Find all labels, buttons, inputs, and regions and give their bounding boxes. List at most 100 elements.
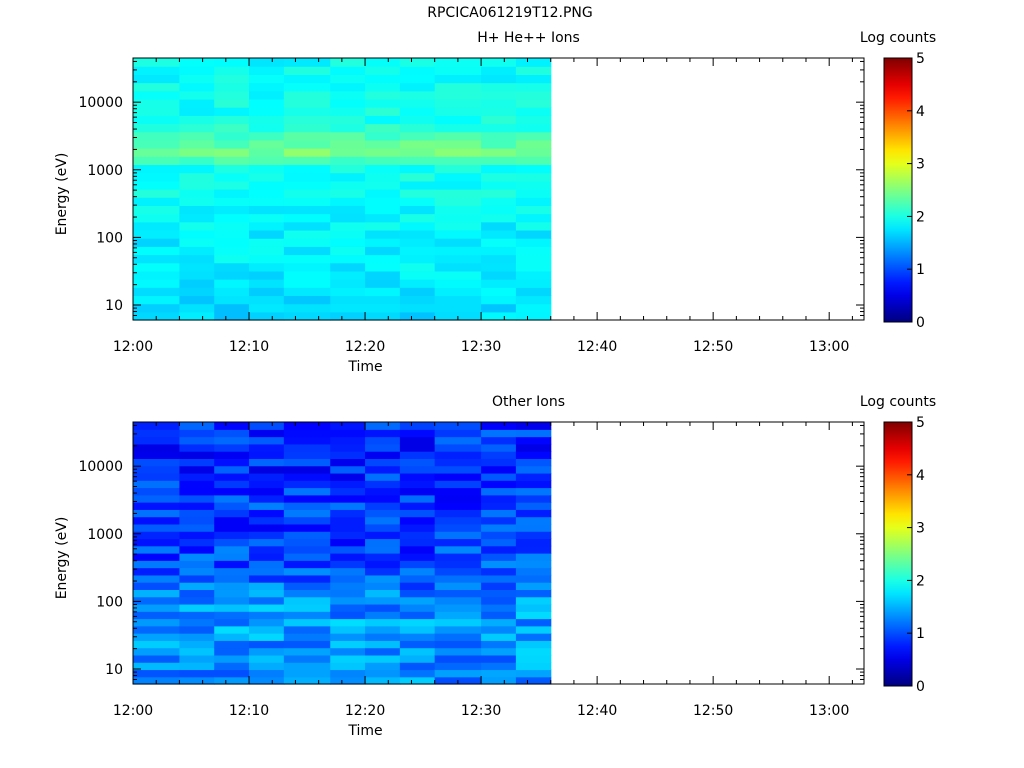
heatmap-cell: [214, 279, 250, 288]
heatmap-cell: [214, 625, 250, 634]
heatmap-cell: [330, 189, 366, 198]
heatmap-cell: [283, 516, 331, 525]
heatmap-cell: [283, 603, 331, 612]
heatmap-cell: [214, 553, 250, 561]
heatmap-cell: [133, 429, 181, 438]
heatmap-cell: [214, 582, 250, 590]
colorbar-tick-label: 5: [916, 51, 925, 67]
heatmap-cell: [481, 295, 517, 305]
heatmap-cell: [330, 98, 366, 108]
heatmap-cell: [214, 538, 250, 547]
heatmap-cell: [249, 465, 285, 474]
heatmap-cell: [179, 82, 215, 92]
heatmap-cell: [249, 596, 285, 605]
heatmap-cell: [434, 603, 482, 612]
heatmap-cell: [515, 246, 552, 256]
heatmap-cell: [179, 180, 215, 190]
heatmap-cell: [481, 148, 517, 157]
heatmap-cell: [179, 229, 215, 239]
heatmap-cell: [179, 603, 215, 612]
heatmap-cell: [283, 538, 331, 547]
heatmap-cell: [283, 262, 331, 272]
heatmap-cell: [515, 589, 552, 598]
colorbar-label: Log counts: [860, 394, 936, 410]
heatmap-cell: [434, 538, 482, 547]
heatmap-cell: [133, 254, 181, 264]
colorbar-tick-label: 0: [916, 679, 925, 695]
heatmap-cell: [330, 465, 366, 474]
heatmap-cell: [249, 603, 285, 612]
heatmap-cell: [214, 422, 250, 430]
heatmap-cell: [365, 82, 401, 92]
heatmap-cell: [365, 246, 401, 256]
x-tick-label: 12:30: [461, 703, 501, 719]
heatmap-cell: [283, 82, 331, 92]
heatmap-cell: [179, 262, 215, 272]
heatmap-cell: [330, 436, 366, 445]
heatmap-cell: [179, 270, 215, 280]
heatmap-cell: [515, 205, 552, 215]
heatmap-cell: [365, 574, 401, 583]
heatmap-cell: [179, 451, 215, 459]
heatmap-cell: [399, 303, 436, 313]
heatmap-cell: [434, 443, 482, 452]
heatmap-cell: [249, 487, 285, 496]
heatmap-cell: [249, 633, 285, 641]
heatmap-cell: [133, 560, 181, 569]
heatmap-cell: [249, 589, 285, 598]
heatmap-cell: [179, 422, 215, 430]
heatmap-cell: [515, 229, 552, 239]
heatmap-cell: [399, 633, 436, 641]
heatmap-cell: [481, 156, 517, 166]
heatmap-cell: [214, 647, 250, 656]
heatmap-cell: [214, 436, 250, 445]
heatmap-cell: [481, 90, 517, 100]
heatmap-cell: [179, 560, 215, 569]
heatmap-cell: [399, 262, 436, 272]
heatmap-cell: [365, 553, 401, 561]
heatmap-cell: [133, 82, 181, 92]
heatmap-cell: [133, 567, 181, 576]
heatmap-cell: [365, 429, 401, 438]
heatmap-cell: [434, 262, 482, 272]
heatmap-cell: [330, 654, 366, 663]
heatmap-cell: [365, 295, 401, 305]
heatmap-cell: [179, 640, 215, 649]
heatmap-cell: [481, 523, 517, 532]
heatmap-cell: [133, 123, 181, 133]
heatmap-cell: [179, 287, 215, 297]
colorbar-tick-label: 3: [916, 521, 925, 537]
heatmap-cell: [283, 180, 331, 190]
heatmap-cell: [214, 494, 250, 503]
heatmap-cell: [434, 115, 482, 125]
heatmap-cell: [283, 311, 331, 321]
heatmap-cells: [133, 422, 552, 685]
heatmap-cell: [330, 531, 366, 540]
heatmap-cell: [515, 139, 552, 149]
heatmap-cell: [515, 213, 552, 223]
heatmap-cell: [365, 270, 401, 280]
heatmap-cell: [179, 436, 215, 445]
heatmap-cell: [249, 148, 285, 157]
heatmap-cell: [330, 611, 366, 620]
colorbar: [883, 57, 913, 323]
heatmap-cell: [481, 189, 517, 198]
heatmap-cell: [434, 139, 482, 149]
heatmap-cell: [214, 262, 250, 272]
heatmap-cell: [249, 458, 285, 467]
heatmap-cell: [283, 66, 331, 75]
heatmap-cell: [179, 74, 215, 84]
heatmap-cell: [434, 205, 482, 215]
heatmap-cell: [434, 472, 482, 481]
heatmap-cell: [249, 574, 285, 583]
heatmap-cell: [330, 238, 366, 247]
heatmap-cell: [515, 189, 552, 198]
heatmap-cell: [249, 229, 285, 239]
heatmap-cell: [214, 98, 250, 108]
heatmap-cell: [179, 567, 215, 576]
heatmap-cell: [179, 625, 215, 634]
heatmap-cell: [214, 509, 250, 518]
heatmap-cell: [434, 582, 482, 590]
heatmap-cell: [330, 494, 366, 503]
